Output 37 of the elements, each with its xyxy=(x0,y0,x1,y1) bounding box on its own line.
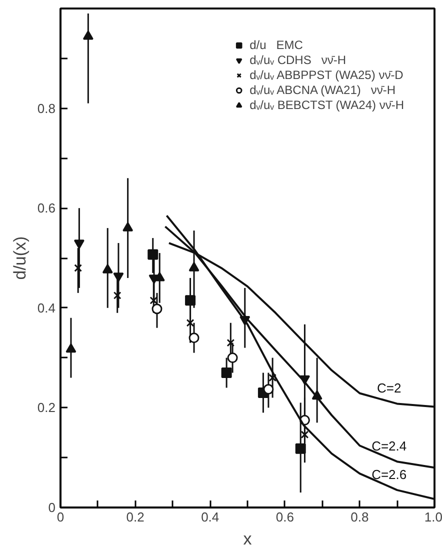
x-axis-title: x xyxy=(243,530,252,548)
point xyxy=(188,262,200,272)
series-label: C=2.4 xyxy=(372,438,407,454)
point xyxy=(188,332,200,344)
x-tick-label: 0.6 xyxy=(276,510,294,524)
point xyxy=(113,291,122,300)
legend-label: dᵥ/uᵥ ABBPPST (WA25) νν̄-D xyxy=(250,68,404,82)
point xyxy=(268,374,276,382)
point xyxy=(102,264,113,274)
point xyxy=(300,430,309,439)
point xyxy=(221,368,232,378)
point xyxy=(152,304,162,314)
x-tick-label: 0.2 xyxy=(126,510,144,524)
legend-label: dᵥ/uᵥ ABCNA (WA21) νν̄-H xyxy=(250,83,396,97)
point xyxy=(148,249,158,260)
legend-label: d/u EMC xyxy=(250,38,303,52)
legend-label: dᵥ/uᵥ BEBCTST (WA24) νν̄-H xyxy=(250,98,404,112)
point xyxy=(263,384,274,394)
point xyxy=(66,343,76,353)
point xyxy=(227,352,238,364)
y-tick-label: 0.8 xyxy=(37,100,56,116)
point xyxy=(122,222,134,232)
y-tick-label: 0.4 xyxy=(37,300,56,316)
series-label: C=2 xyxy=(376,380,402,396)
point xyxy=(154,272,165,282)
y-tick-label: 0.2 xyxy=(37,400,56,416)
point xyxy=(74,240,84,249)
x-tick-label: 1.0 xyxy=(424,510,442,524)
point xyxy=(82,30,94,40)
y-tick-label: 0 xyxy=(48,500,56,515)
x-tick-label: 0.8 xyxy=(350,510,369,524)
point xyxy=(74,264,82,272)
y-axis-title: d/u(x) xyxy=(10,236,30,280)
series-label: C=2.6 xyxy=(372,467,407,482)
legend-label: dᵥ/uᵥ CDHS νν̄-H xyxy=(250,53,346,67)
x-tick-label: 0.4 xyxy=(201,510,220,524)
y-tick-label: 0.6 xyxy=(37,200,56,216)
